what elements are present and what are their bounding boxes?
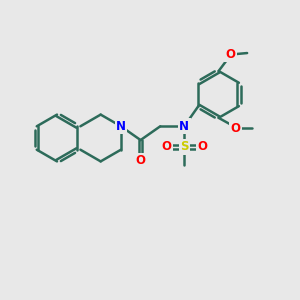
Text: O: O <box>197 140 207 153</box>
Text: O: O <box>136 154 146 167</box>
Text: N: N <box>179 120 189 133</box>
Text: O: O <box>161 140 171 153</box>
Text: O: O <box>230 122 240 135</box>
Text: O: O <box>226 48 236 61</box>
Text: N: N <box>116 120 126 133</box>
Text: S: S <box>180 140 188 153</box>
